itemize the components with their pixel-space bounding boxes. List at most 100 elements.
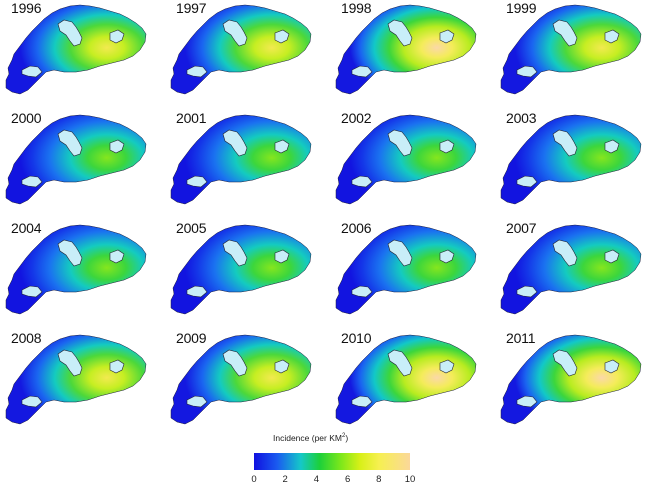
- reservoir-area: [387, 349, 413, 377]
- reservoir-area: [222, 349, 248, 377]
- panel-year-label: 1998: [341, 0, 372, 16]
- reservoir-area: [439, 29, 455, 44]
- reservoir-area: [552, 239, 578, 267]
- reservoir-area: [222, 19, 248, 47]
- legend-tick: 2: [282, 474, 288, 485]
- southern-islets: [516, 285, 538, 298]
- island-shape: [500, 334, 642, 425]
- southern-islets: [186, 175, 208, 188]
- reservoir-area: [274, 29, 290, 44]
- southern-islets: [21, 175, 43, 188]
- island-shape: [335, 334, 477, 425]
- map-panel: 2000: [0, 110, 165, 220]
- island-shape: [335, 4, 477, 95]
- map-panel: 2003: [495, 110, 660, 220]
- island-shape: [170, 4, 312, 95]
- reservoir-area: [387, 129, 413, 157]
- reservoir-area: [57, 19, 83, 47]
- map-panel: 2009: [165, 330, 330, 440]
- panel-year-label: 2000: [11, 110, 42, 126]
- reservoir-area: [274, 139, 290, 154]
- incidence-map-grid: 1996 1997 1998 1999 2000 2001 2002 2003 2004 2005…: [0, 0, 660, 440]
- reservoir-area: [274, 359, 290, 374]
- reservoir-area: [387, 239, 413, 267]
- reservoir-area: [57, 239, 83, 267]
- reservoir-area: [57, 349, 83, 377]
- legend-tick: 6: [344, 474, 351, 485]
- island-shape: [500, 114, 642, 205]
- reservoir-area: [604, 249, 620, 264]
- island-shape: [170, 224, 312, 315]
- panel-year-label: 2001: [176, 110, 207, 126]
- incidence-map: [170, 224, 312, 315]
- incidence-map: [335, 114, 477, 205]
- reservoir-area: [604, 359, 620, 374]
- map-panel: 2005: [165, 220, 330, 330]
- panel-year-label: 1997: [176, 0, 207, 16]
- incidence-map: [5, 114, 147, 205]
- southern-islets: [21, 395, 43, 408]
- legend-tick: 10: [404, 474, 416, 485]
- map-panel: 2001: [165, 110, 330, 220]
- map-panel: 2010: [330, 330, 495, 440]
- legend-tick: 0: [251, 474, 257, 485]
- island-shape: [335, 114, 477, 205]
- island-shape: [5, 224, 147, 315]
- southern-islets: [516, 65, 538, 78]
- reservoir-area: [109, 249, 125, 264]
- map-panel: 2011: [495, 330, 660, 440]
- map-panel: 2006: [330, 220, 495, 330]
- legend-tick: 8: [376, 474, 382, 485]
- map-panel: 2007: [495, 220, 660, 330]
- southern-islets: [351, 175, 373, 188]
- island-shape: [5, 114, 147, 205]
- island-shape: [500, 4, 642, 95]
- legend-tick: 4: [313, 474, 320, 485]
- incidence-map: [170, 4, 312, 95]
- reservoir-area: [552, 19, 578, 47]
- southern-islets: [516, 395, 538, 408]
- reservoir-area: [222, 239, 248, 267]
- island-shape: [170, 334, 312, 425]
- southern-islets: [351, 65, 373, 78]
- reservoir-area: [439, 249, 455, 264]
- panel-year-label: 2006: [341, 220, 372, 236]
- legend-title: Incidence (per KM2): [273, 433, 349, 443]
- island-shape: [5, 4, 147, 95]
- panel-year-label: 1999: [506, 0, 537, 16]
- reservoir-area: [439, 359, 455, 374]
- incidence-map: [5, 334, 147, 425]
- incidence-map: [170, 114, 312, 205]
- panel-year-label: 2002: [341, 110, 372, 126]
- panel-year-label: 2005: [176, 220, 207, 236]
- map-panel: 2008: [0, 330, 165, 440]
- legend: Incidence (per KM2) 0 2 4 6 8 10: [0, 432, 660, 486]
- island-shape: [170, 114, 312, 205]
- map-panel: 1996: [0, 0, 165, 110]
- map-panel: 1998: [330, 0, 495, 110]
- southern-islets: [351, 395, 373, 408]
- island-shape: [500, 224, 642, 315]
- southern-islets: [186, 285, 208, 298]
- incidence-map: [500, 334, 642, 425]
- panel-year-label: 2009: [176, 330, 207, 346]
- southern-islets: [186, 395, 208, 408]
- map-panel: 2004: [0, 220, 165, 330]
- reservoir-area: [604, 139, 620, 154]
- incidence-map: [335, 4, 477, 95]
- incidence-map: [170, 334, 312, 425]
- map-panel: 1999: [495, 0, 660, 110]
- incidence-map: [5, 4, 147, 95]
- southern-islets: [351, 285, 373, 298]
- reservoir-area: [604, 29, 620, 44]
- reservoir-area: [57, 129, 83, 157]
- reservoir-area: [552, 349, 578, 377]
- incidence-map: [500, 114, 642, 205]
- reservoir-area: [552, 129, 578, 157]
- incidence-map: [5, 224, 147, 315]
- panel-year-label: 1996: [11, 0, 42, 16]
- map-panel: 1997: [165, 0, 330, 110]
- reservoir-area: [439, 139, 455, 154]
- panel-year-label: 2004: [11, 220, 42, 236]
- reservoir-area: [109, 139, 125, 154]
